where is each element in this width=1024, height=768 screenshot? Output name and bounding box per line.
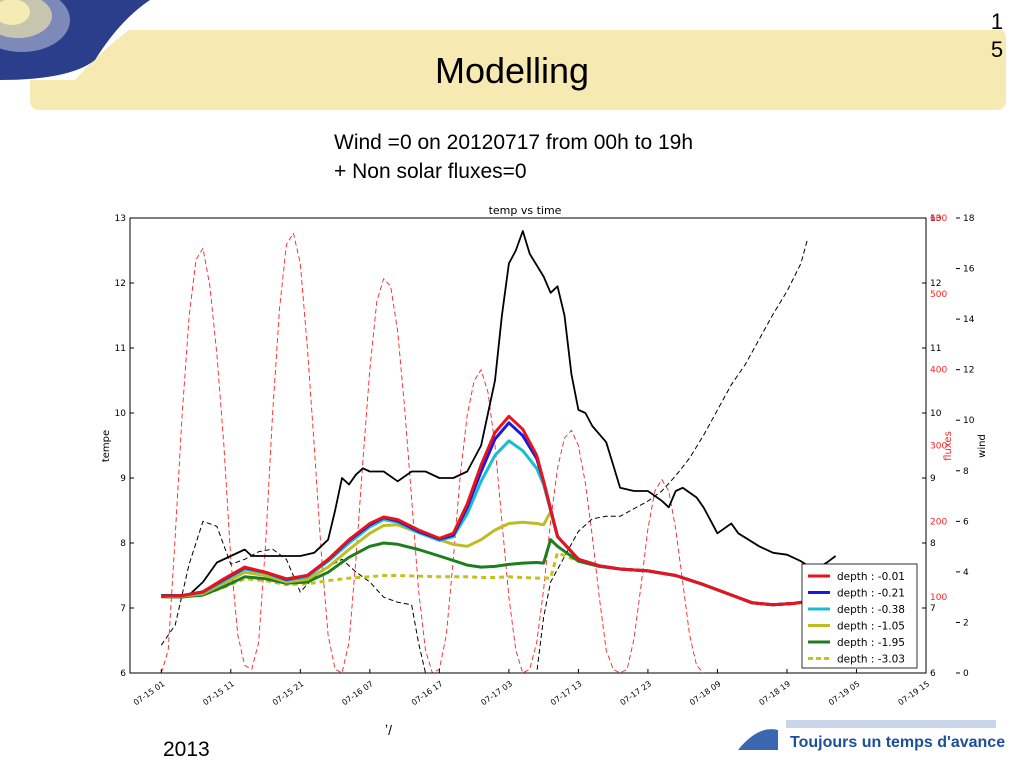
y-tick-label: 10 [115,409,127,419]
y-tick-label: 9 [120,474,126,484]
legend-label: depth : -3.03 [837,654,905,666]
series-line-depth-0-01 [161,414,809,607]
y3-tick-label: 8 [963,467,969,477]
y3-tick-label: 12 [963,366,974,376]
y3-tick-label: 0 [963,669,969,679]
x-tick-label: 07-15 01 [132,679,167,707]
y3-tick-label: 16 [963,265,975,275]
y2-tick-label: 300 [930,442,947,452]
sun-logo-icon [0,0,150,80]
legend-label: depth : -0.01 [837,571,905,583]
chart-title: temp vs time [489,204,562,217]
y-tick-label-right: 6 [930,669,936,679]
legend: depth : -0.01 depth : -0.21 depth : -0.38 d… [801,563,918,669]
x-tick-label: 07-16 07 [340,679,375,707]
legend-label: depth : -1.95 [837,637,905,649]
y-axis-label: tempe [101,430,112,462]
x-tick-label: 07-15 21 [271,679,306,707]
x-tick-label: 07-19 05 [827,679,862,707]
title-banner [0,0,1006,110]
subtitle-line-1: Wind =0 on 20120717 from 00h to 19h [334,131,694,154]
legend-label: depth : -0.38 [837,604,905,616]
x-tick-label: 07-19 15 [897,679,932,707]
y3-tick-label: 2 [963,618,969,628]
y-tick-label: 13 [115,214,126,224]
y2-axis-label: fluxes [943,431,954,461]
series-line-right-flux-line [160,232,704,674]
y-tick-label-right: 9 [930,474,936,484]
y-tick-label: 6 [120,669,126,679]
legend-label: depth : -0.21 [837,588,905,600]
x-tick-label: 07-16 17 [410,679,445,707]
y3-tick-label: 14 [963,315,975,325]
banner-background [30,30,1006,110]
x-tick-label: 07-17 03 [479,679,514,707]
slide-number: 15 [990,9,1004,62]
logo-tagline: Toujours un temps d'avance [790,734,1006,751]
y3-tick-label: 18 [963,214,975,224]
series-line-depth-1-05 [161,510,809,607]
y-tick-label-right: 11 [930,344,941,354]
subtitle-line-2: + Non solar fluxes=0 [334,160,527,183]
footer-mark: ʼ/ [385,722,392,738]
x-tick-label: 07-17 23 [618,679,653,707]
y3-tick-label: 4 [963,568,969,578]
logo-swirl-icon [738,729,778,750]
legend-label: depth : -1.05 [837,621,905,633]
logo-wordmark-bar [786,720,996,728]
y-tick-label: 8 [120,539,126,549]
y-tick-label-right: 13 [930,214,941,224]
y-tick-label: 11 [115,344,126,354]
slide-subtitle: Wind =0 on 20120717 from 00h to 19h + No… [334,128,693,186]
slide-title: Modelling [434,50,590,91]
y-tick-label-right: 12 [930,279,941,289]
y-tick-label: 12 [115,279,126,289]
y-tick-label-right: 10 [930,409,942,419]
footer-year: 2013 [163,738,210,761]
company-logo [738,720,996,750]
y2-tick-label: 200 [930,517,947,527]
x-tick-label: 07-18 09 [688,679,723,707]
y3-axis-label: wind [977,434,988,458]
y-tick-label-right: 7 [930,604,936,614]
y3-tick-label: 10 [963,416,975,426]
y3-tick-label: 6 [963,517,969,527]
y-tick-label: 7 [120,604,126,614]
y2-tick-label: 600 [930,214,947,224]
y2-tick-label: 100 [930,593,947,603]
x-tick-label: 07-15 11 [201,679,236,707]
x-tick-label: 07-18 19 [757,679,792,707]
y2-tick-label: 500 [930,290,947,300]
y-tick-label-right: 8 [930,539,936,549]
series-line-left-line [161,230,837,596]
legend-box [801,563,918,669]
series-layer [160,230,837,674]
x-tick-label: 07-17 13 [549,679,584,707]
series-line-right-wind-line [160,238,809,674]
y2-tick-label: 400 [930,366,947,376]
